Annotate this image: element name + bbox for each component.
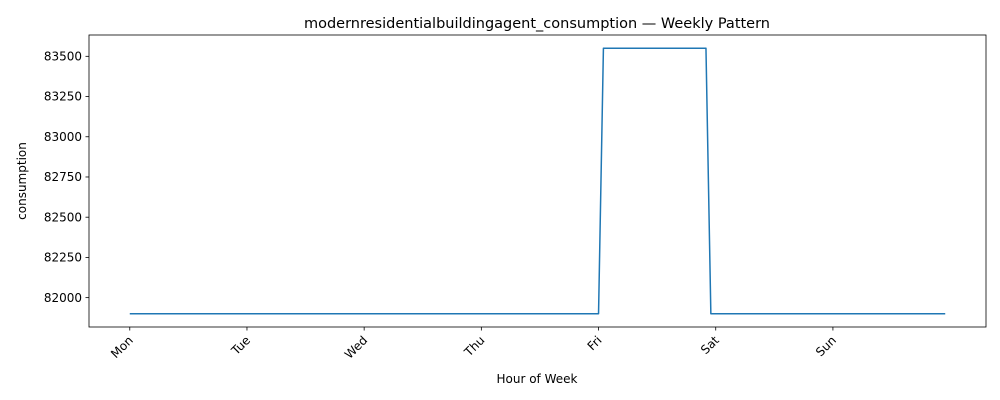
y-axis-label: consumption	[15, 142, 29, 220]
y-tick-label: 82000	[44, 291, 82, 305]
y-tick-label: 83250	[44, 90, 82, 104]
y-tick-label: 82750	[44, 170, 82, 184]
axes-frame	[88, 34, 987, 328]
y-tick-label: 83500	[44, 50, 82, 64]
x-axis-label: Hour of Week	[497, 372, 578, 386]
y-tick-label: 82250	[44, 251, 82, 265]
chart-title: modernresidentialbuildingagent_consumpti…	[304, 16, 770, 32]
series-line	[129, 47, 946, 315]
y-tick-label: 82500	[44, 210, 82, 224]
y-tick-label: 83000	[44, 130, 82, 144]
